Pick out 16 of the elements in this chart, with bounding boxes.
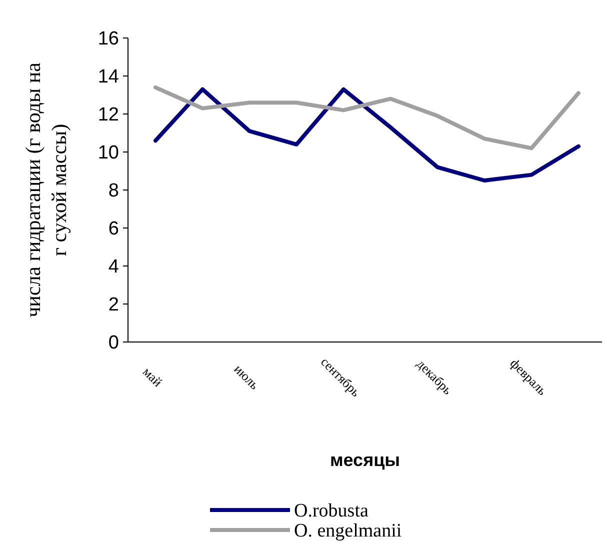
y-tick-label: 14: [98, 66, 120, 88]
x-axis-title: месяцы: [330, 450, 400, 470]
y-tick-label: 4: [108, 256, 120, 278]
y-tick-label: 0: [108, 332, 119, 354]
y-tick-label: 6: [108, 218, 119, 240]
x-tick-label: май: [140, 364, 166, 390]
line-series: [154, 85, 580, 150]
y-axis-title: числа гидратации (г воды на г сухой массы): [21, 62, 71, 318]
line-series: [154, 87, 580, 182]
legend-label: O.robusta: [294, 500, 369, 522]
y-tick-label: 10: [98, 142, 119, 164]
y-tick-label: 2: [108, 294, 119, 316]
y-tick-label: 12: [98, 104, 119, 126]
y-tick-label: 16: [98, 28, 119, 50]
legend-label: O. engelmanii: [294, 520, 402, 542]
y-tick-label: 8: [108, 180, 119, 202]
